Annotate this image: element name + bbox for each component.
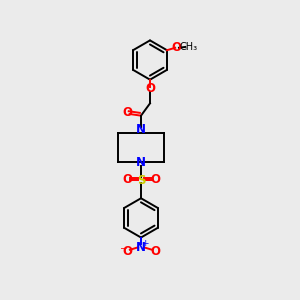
Text: O: O [122, 106, 132, 119]
Text: O: O [150, 172, 160, 186]
Text: O: O [150, 245, 160, 258]
Text: S: S [137, 174, 145, 187]
Text: +: + [141, 239, 149, 248]
Text: O: O [145, 82, 155, 95]
Text: CH₃: CH₃ [179, 42, 197, 52]
Text: N: N [136, 123, 146, 136]
Text: −: − [119, 243, 126, 252]
Text: O: O [122, 245, 132, 258]
Text: N: N [136, 241, 146, 254]
Text: O: O [171, 41, 181, 54]
Text: O: O [122, 172, 132, 186]
Text: N: N [136, 156, 146, 169]
